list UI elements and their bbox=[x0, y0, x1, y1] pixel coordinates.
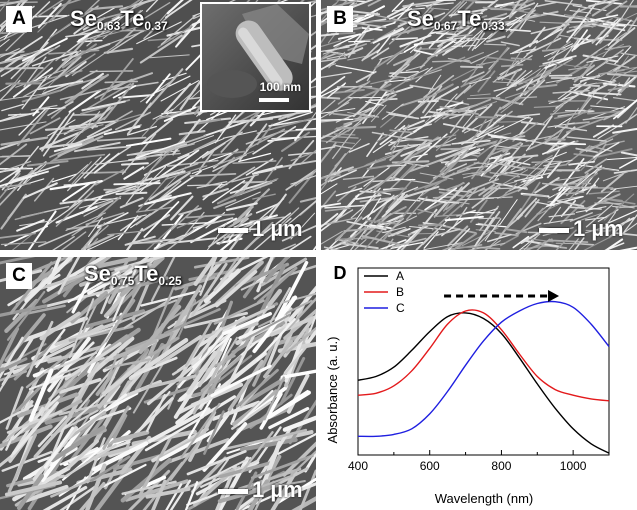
sem-panel-a: A Se0.63Te0.37 100 nm 1 µm bbox=[0, 0, 316, 250]
absorbance-chart: D 400 600 800 1000 ABC Absorbance (a. u.) Wa… bbox=[325, 260, 610, 506]
scale-bar-line bbox=[539, 227, 569, 233]
inset-scale-label: 100 nm bbox=[259, 80, 301, 94]
series-line-B bbox=[357, 309, 610, 402]
composition-label: Se0.67Te0.33 bbox=[407, 6, 505, 33]
scale-bar-label: 1 µm bbox=[573, 216, 624, 241]
legend-label-A: A bbox=[396, 269, 404, 283]
scale-bar: 1 µm bbox=[218, 477, 303, 503]
panel-letter: D bbox=[334, 263, 347, 283]
scale-bar: 1 µm bbox=[539, 216, 624, 242]
inset-scale-bar bbox=[259, 98, 289, 102]
plot-area: 400 600 800 1000 ABC bbox=[348, 267, 610, 473]
composition-label: Se0.63Te0.37 bbox=[70, 6, 168, 33]
scale-bar-line bbox=[218, 488, 248, 494]
plot-frame bbox=[357, 267, 610, 456]
tem-inset: 100 nm bbox=[200, 2, 311, 112]
absorbance-chart-panel: D 400 600 800 1000 A B C Absorbance (a. u.) Wa… bbox=[321, 257, 637, 510]
legend-label-C: C bbox=[396, 301, 405, 315]
x-tick-label: 400 bbox=[348, 459, 368, 473]
sem-panel-c: C Se0.75Te0.25 1 µm bbox=[0, 257, 316, 510]
x-axis-label: Wavelength (nm) bbox=[435, 491, 534, 506]
series-line-C bbox=[357, 300, 610, 438]
legend-label-B: B bbox=[396, 285, 404, 299]
composition-label: Se0.75Te0.25 bbox=[84, 261, 182, 288]
scale-bar-label: 1 µm bbox=[252, 477, 303, 502]
scale-bar-label: 1 µm bbox=[252, 216, 303, 241]
sem-panel-b: B Se0.67Te0.33 1 µm bbox=[321, 0, 637, 250]
inset-image bbox=[202, 4, 309, 110]
redshift-arrow-head bbox=[548, 290, 560, 303]
sem-image-c bbox=[0, 257, 316, 510]
series-line-A bbox=[357, 312, 610, 454]
scale-bar-line bbox=[218, 227, 248, 233]
scale-bar: 1 µm bbox=[218, 216, 303, 242]
x-tick-label: 800 bbox=[491, 459, 511, 473]
x-tick-label: 1000 bbox=[560, 459, 587, 473]
panel-letter: C bbox=[6, 263, 32, 289]
x-tick-label: 600 bbox=[420, 459, 440, 473]
panel-letter: B bbox=[327, 6, 353, 32]
sem-image-b bbox=[321, 0, 637, 250]
panel-letter: A bbox=[6, 6, 32, 32]
panel-letter-box bbox=[327, 260, 353, 286]
y-axis-label: Absorbance (a. u.) bbox=[325, 337, 340, 444]
